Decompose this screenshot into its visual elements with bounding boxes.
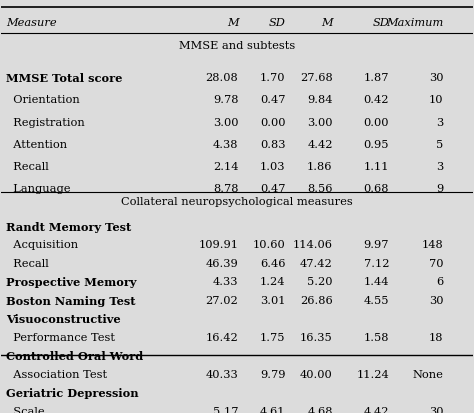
Text: None: None [412,370,443,380]
Text: 4.33: 4.33 [213,277,238,287]
Text: 1.44: 1.44 [364,277,389,287]
Text: 8.78: 8.78 [213,184,238,194]
Text: 9.79: 9.79 [260,370,285,380]
Text: 28.08: 28.08 [206,74,238,83]
Text: 9.97: 9.97 [364,240,389,250]
Text: 4.42: 4.42 [307,140,333,150]
Text: 1.03: 1.03 [260,162,285,172]
Text: 9: 9 [436,184,443,194]
Text: 9.84: 9.84 [307,95,333,105]
Text: 6.46: 6.46 [260,259,285,269]
Text: Visuoconstructive: Visuoconstructive [6,314,121,325]
Text: 40.33: 40.33 [206,370,238,380]
Text: 1.70: 1.70 [260,74,285,83]
Text: 0.00: 0.00 [260,118,285,128]
Text: 27.68: 27.68 [300,74,333,83]
Text: 4.68: 4.68 [307,407,333,413]
Text: 9.78: 9.78 [213,95,238,105]
Text: 5.17: 5.17 [213,407,238,413]
Text: 1.11: 1.11 [364,162,389,172]
Text: 1.86: 1.86 [307,162,333,172]
Text: 3: 3 [436,162,443,172]
Text: Controlled Oral Word: Controlled Oral Word [6,351,143,362]
Text: Performance Test: Performance Test [6,333,115,343]
Text: Language: Language [6,184,71,194]
Text: 10.60: 10.60 [253,240,285,250]
Text: 0.68: 0.68 [364,184,389,194]
Text: Randt Memory Test: Randt Memory Test [6,222,131,233]
Text: 1.87: 1.87 [364,74,389,83]
Text: 8.56: 8.56 [307,184,333,194]
Text: 70: 70 [429,259,443,269]
Text: 0.83: 0.83 [260,140,285,150]
Text: 2.14: 2.14 [213,162,238,172]
Text: 47.42: 47.42 [300,259,333,269]
Text: 109.91: 109.91 [199,240,238,250]
Text: 3.01: 3.01 [260,296,285,306]
Text: 30: 30 [429,296,443,306]
Text: 0.47: 0.47 [260,184,285,194]
Text: 4.42: 4.42 [364,407,389,413]
Text: 3.00: 3.00 [213,118,238,128]
Text: SD: SD [269,19,285,28]
Text: Maximum: Maximum [386,19,443,28]
Text: Scale: Scale [6,407,45,413]
Text: Association Test: Association Test [6,370,107,380]
Text: 5: 5 [436,140,443,150]
Text: 0.00: 0.00 [364,118,389,128]
Text: 30: 30 [429,407,443,413]
Text: 16.42: 16.42 [206,333,238,343]
Text: Measure: Measure [6,19,57,28]
Text: 3.00: 3.00 [307,118,333,128]
Text: 40.00: 40.00 [300,370,333,380]
Text: 10: 10 [429,95,443,105]
Text: 1.58: 1.58 [364,333,389,343]
Text: 148: 148 [422,240,443,250]
Text: M: M [321,19,333,28]
Text: 0.42: 0.42 [364,95,389,105]
Text: 0.95: 0.95 [364,140,389,150]
Text: Recall: Recall [6,259,49,269]
Text: Boston Naming Test: Boston Naming Test [6,296,136,307]
Text: Orientation: Orientation [6,95,80,105]
Text: 3: 3 [436,118,443,128]
Text: 46.39: 46.39 [206,259,238,269]
Text: Recall: Recall [6,162,49,172]
Text: 1.75: 1.75 [260,333,285,343]
Text: M: M [227,19,238,28]
Text: Prospective Memory: Prospective Memory [6,277,137,288]
Text: 4.38: 4.38 [213,140,238,150]
Text: 0.47: 0.47 [260,95,285,105]
Text: 27.02: 27.02 [206,296,238,306]
Text: 30: 30 [429,74,443,83]
Text: 1.24: 1.24 [260,277,285,287]
Text: Acquisition: Acquisition [6,240,78,250]
Text: MMSE and subtests: MMSE and subtests [179,41,295,51]
Text: 4.61: 4.61 [260,407,285,413]
Text: Geriatric Depression: Geriatric Depression [6,388,139,399]
Text: 114.06: 114.06 [292,240,333,250]
Text: 26.86: 26.86 [300,296,333,306]
Text: Registration: Registration [6,118,85,128]
Text: 11.24: 11.24 [356,370,389,380]
Text: 5.20: 5.20 [307,277,333,287]
Text: Attention: Attention [6,140,67,150]
Text: MMSE Total score: MMSE Total score [6,74,122,84]
Text: 4.55: 4.55 [364,296,389,306]
Text: SD: SD [373,19,389,28]
Text: 7.12: 7.12 [364,259,389,269]
Text: Collateral neuropsychological measures: Collateral neuropsychological measures [121,197,353,206]
Text: 6: 6 [436,277,443,287]
Text: 16.35: 16.35 [300,333,333,343]
Text: 18: 18 [429,333,443,343]
